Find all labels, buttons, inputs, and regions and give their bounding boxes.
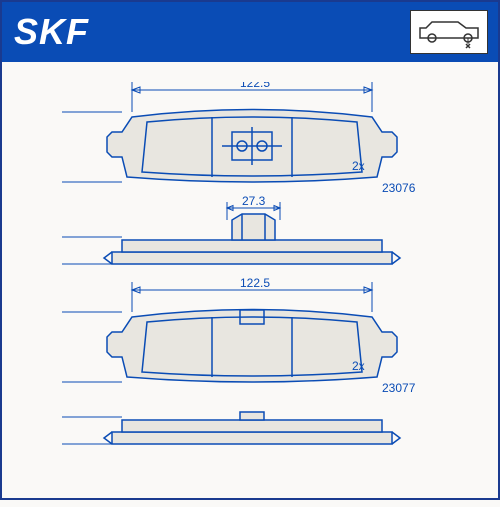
pad2-qty: 2x [352,359,365,373]
technical-drawing: 122.5 54 2x [2,62,498,498]
brake-pad-1: 122.5 54 2x [62,82,416,195]
plate-side-view: 17 [62,412,400,444]
clip-width-label: 27.3 [242,194,266,208]
position-indicator [410,10,488,54]
clip-side-view: 27.3 17 [62,194,400,264]
brand-logo: SKF [14,11,89,53]
header: SKF [2,2,498,62]
pad2-partno: 23077 [382,381,416,395]
pad1-width-label: 122.5 [240,82,270,90]
brake-pad-2: 122.5 54 2x 23077 [62,276,416,395]
pad2-width-label: 122.5 [240,276,270,290]
pad1-qty: 2x [352,159,365,173]
diagram-container: SKF 122.5 [0,0,500,500]
pad1-partno: 23076 [382,181,416,195]
